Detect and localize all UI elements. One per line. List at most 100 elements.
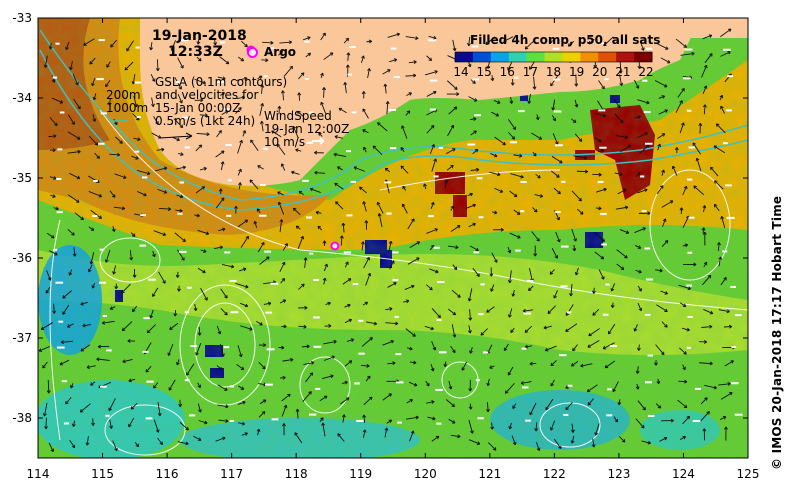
velocity-arrow — [198, 420, 208, 424]
y-tick-label: -35 — [12, 171, 32, 185]
velocity-arrow-head — [415, 415, 419, 420]
velocity-arrow — [656, 185, 664, 195]
velocity-arrow — [692, 142, 701, 155]
velocity-arrow — [657, 43, 669, 50]
velocity-arrow — [470, 79, 476, 84]
velocity-arrow — [129, 250, 132, 261]
velocity-arrow-head — [702, 428, 707, 432]
velocity-arrow — [447, 80, 458, 90]
velocity-arrow — [641, 440, 651, 444]
velocity-arrow-head — [202, 269, 206, 274]
velocity-arrow — [681, 327, 690, 331]
velocity-arrow-head — [679, 207, 684, 211]
velocity-arrow — [608, 323, 616, 335]
velocity-arrow — [323, 263, 328, 272]
velocity-arrow — [656, 304, 668, 312]
velocity-arrow — [112, 225, 115, 232]
velocity-arrow — [595, 188, 607, 193]
velocity-arrow-head — [135, 156, 139, 160]
velocity-arrow — [145, 365, 152, 373]
velocity-arrow — [105, 79, 111, 87]
velocity-arrow — [577, 208, 584, 215]
velocity-arrow-head — [713, 385, 717, 390]
velocity-arrow-head — [260, 120, 264, 125]
velocity-arrow — [177, 57, 184, 69]
velocity-arrow-head — [262, 343, 267, 348]
velocity-arrow-head — [588, 332, 592, 337]
velocity-arrow-head — [728, 324, 733, 329]
velocity-arrow-head — [238, 107, 242, 111]
velocity-arrow — [657, 143, 661, 151]
velocity-arrow-head — [68, 272, 73, 276]
velocity-arrow — [377, 202, 384, 214]
velocity-arrow-head — [524, 344, 529, 349]
velocity-arrow-head — [123, 175, 127, 179]
velocity-arrow-head — [153, 385, 157, 389]
velocity-arrow — [382, 393, 392, 401]
velocity-arrow-head — [529, 411, 533, 416]
velocity-arrow — [587, 340, 600, 348]
velocity-arrow-head — [195, 352, 199, 356]
velocity-arrow-head — [508, 314, 512, 318]
velocity-arrow-head — [277, 191, 281, 195]
velocity-arrow — [51, 97, 63, 104]
velocity-arrow — [387, 362, 396, 365]
velocity-arrow-head — [121, 327, 126, 332]
velocity-arrow-head — [683, 185, 688, 190]
velocity-arrow — [510, 173, 524, 178]
velocity-arrow-head — [621, 439, 626, 443]
velocity-arrow — [62, 290, 72, 299]
velocity-arrow-head — [186, 372, 190, 376]
colorbar-label: 22 — [638, 65, 653, 79]
velocity-arrow-head — [53, 134, 57, 138]
velocity-arrow — [444, 361, 447, 367]
velocity-arrow-head — [283, 324, 287, 329]
velocity-arrow — [298, 325, 307, 328]
velocity-arrow — [292, 126, 299, 139]
velocity-arrow — [49, 43, 52, 50]
velocity-arrow-head — [204, 420, 208, 425]
velocity-arrow — [74, 212, 84, 220]
velocity-arrow — [682, 215, 690, 228]
velocity-arrow — [50, 194, 56, 198]
velocity-arrow — [259, 103, 264, 116]
velocity-arrow — [675, 38, 687, 48]
velocity-arrow — [701, 326, 713, 328]
velocity-arrow-head — [393, 282, 397, 286]
velocity-arrow-head — [314, 150, 318, 155]
velocity-arrow-head — [412, 333, 416, 337]
velocity-arrow — [428, 35, 437, 39]
velocity-arrow — [147, 324, 156, 334]
velocity-arrow — [385, 308, 393, 311]
velocity-arrow-head — [121, 206, 126, 211]
velocity-arrow-head — [362, 201, 367, 205]
colorbar-label: 14 — [453, 65, 468, 79]
velocity-arrow-head — [448, 386, 453, 390]
velocity-arrow-head — [572, 119, 577, 123]
velocity-arrow — [281, 163, 286, 171]
velocity-arrow — [679, 436, 686, 440]
velocity-arrow — [378, 213, 383, 228]
velocity-arrow-head — [624, 254, 628, 259]
velocity-arrow-head — [529, 66, 533, 70]
velocity-arrow — [315, 211, 322, 214]
velocity-arrow — [511, 435, 516, 445]
velocity-arrow — [109, 190, 116, 198]
velocity-arrow — [525, 345, 533, 348]
velocity-arrow-head — [660, 351, 665, 356]
velocity-arrow-head — [429, 286, 433, 291]
velocity-arrow-head — [98, 215, 102, 219]
velocity-arrow-head — [318, 132, 322, 136]
velocity-arrow-head — [240, 386, 245, 390]
velocity-arrow-head — [146, 171, 151, 176]
velocity-arrow-head — [495, 113, 500, 117]
velocity-arrow-head — [473, 98, 478, 102]
velocity-arrow-head — [80, 348, 85, 352]
velocity-arrow-head — [707, 274, 712, 279]
velocity-arrow-head — [114, 286, 119, 290]
velocity-arrow-head — [135, 443, 139, 448]
velocity-arrow-head — [76, 175, 81, 180]
velocity-arrow — [721, 216, 726, 228]
velocity-arrow-head — [620, 266, 625, 270]
velocity-arrow-head — [586, 388, 591, 393]
